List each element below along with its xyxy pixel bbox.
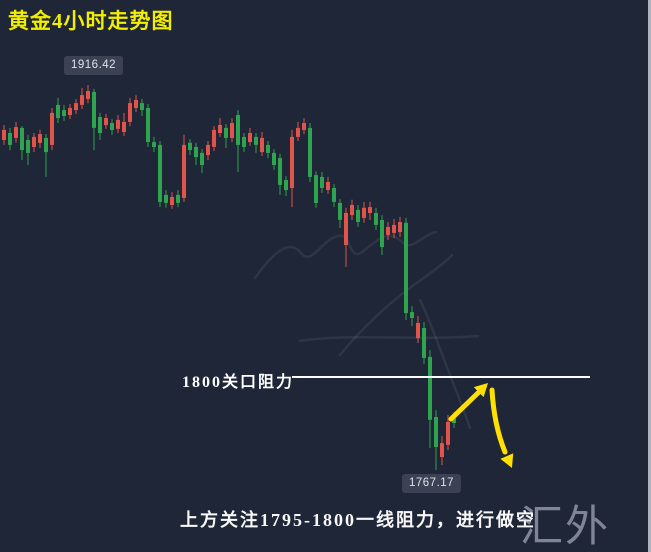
swing-low-price-label: 1767.17 [402,474,462,493]
site-watermark: 汇外网 [520,504,610,551]
right-edge-strip [648,0,651,552]
swing-high-price-label: 1916.42 [64,56,124,75]
chart-title: 黄金4小时走势图 [8,9,174,33]
trade-advice-note: 上方关注1795-1800一线阻力，进行做空 [180,510,536,530]
resistance-line-label: 1800关口阻力 [182,374,295,391]
